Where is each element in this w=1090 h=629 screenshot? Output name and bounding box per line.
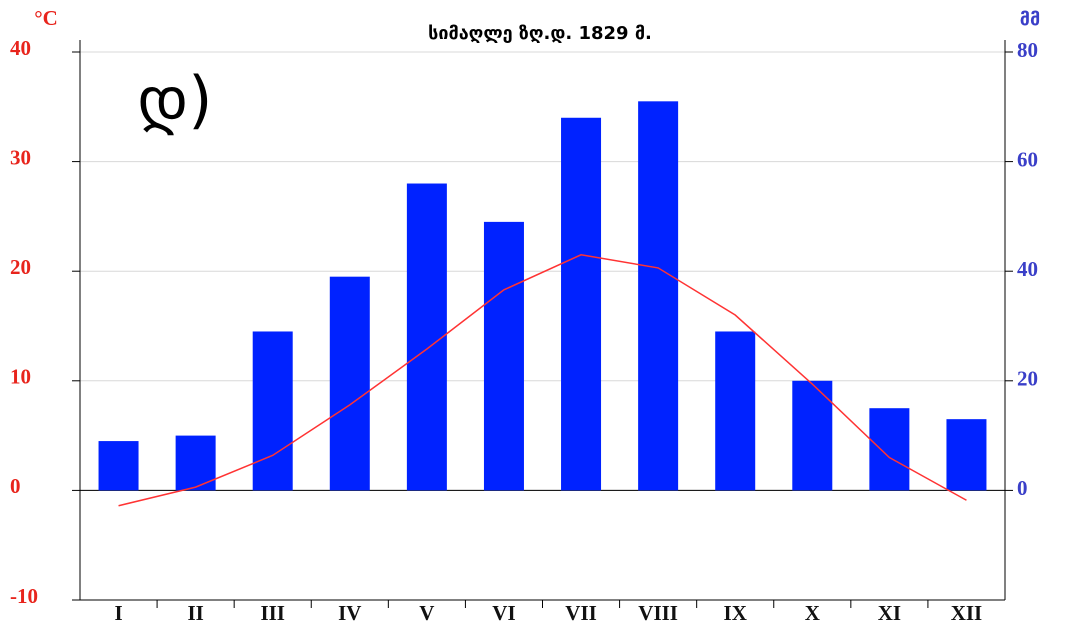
bar — [98, 441, 139, 491]
bar — [561, 117, 602, 491]
chart-title: სიმაღლე ზღ.დ. 1829 მ. — [428, 23, 652, 44]
x-tick-label: XII — [951, 601, 983, 625]
x-tick-label: VI — [492, 601, 515, 625]
x-tick-label: VII — [565, 601, 597, 625]
y-tick-label: -10 — [10, 584, 38, 608]
x-tick-label: X — [805, 601, 820, 625]
y2-tick-label: 80 — [1017, 38, 1038, 62]
y2-tick-label: 0 — [1017, 476, 1028, 500]
y2-tick-label: 60 — [1017, 147, 1038, 171]
y-tick-label: 20 — [10, 255, 31, 279]
x-tick-label: IX — [724, 601, 747, 625]
bar — [483, 221, 524, 491]
temperature-line — [118, 253, 967, 507]
bar — [869, 408, 910, 491]
panel-label: დ) — [138, 63, 213, 136]
y-tick-label: 30 — [10, 145, 31, 169]
x-tick-label: IV — [338, 601, 361, 625]
y-tick-label: 0 — [10, 474, 21, 498]
y-tick-label: 10 — [10, 365, 31, 389]
y2-tick-label: 40 — [1017, 257, 1038, 281]
y2-axis-unit: მმ — [1020, 9, 1040, 30]
y2-tick-label: 20 — [1017, 367, 1038, 391]
bar — [715, 331, 756, 491]
y-axis-unit: °C — [34, 6, 58, 30]
bar — [406, 183, 447, 491]
bar — [792, 380, 833, 491]
bar — [329, 276, 370, 491]
bar — [252, 331, 293, 491]
y-tick-label: 40 — [10, 36, 31, 60]
bar — [638, 101, 679, 491]
x-tick-label: I — [114, 601, 122, 625]
x-tick-label: VIII — [638, 601, 678, 625]
x-tick-label: III — [260, 601, 285, 625]
bar — [946, 419, 987, 491]
x-tick-label: XI — [878, 601, 901, 625]
bar — [175, 435, 216, 491]
x-tick-label: II — [187, 601, 203, 625]
x-tick-label: V — [419, 601, 434, 625]
